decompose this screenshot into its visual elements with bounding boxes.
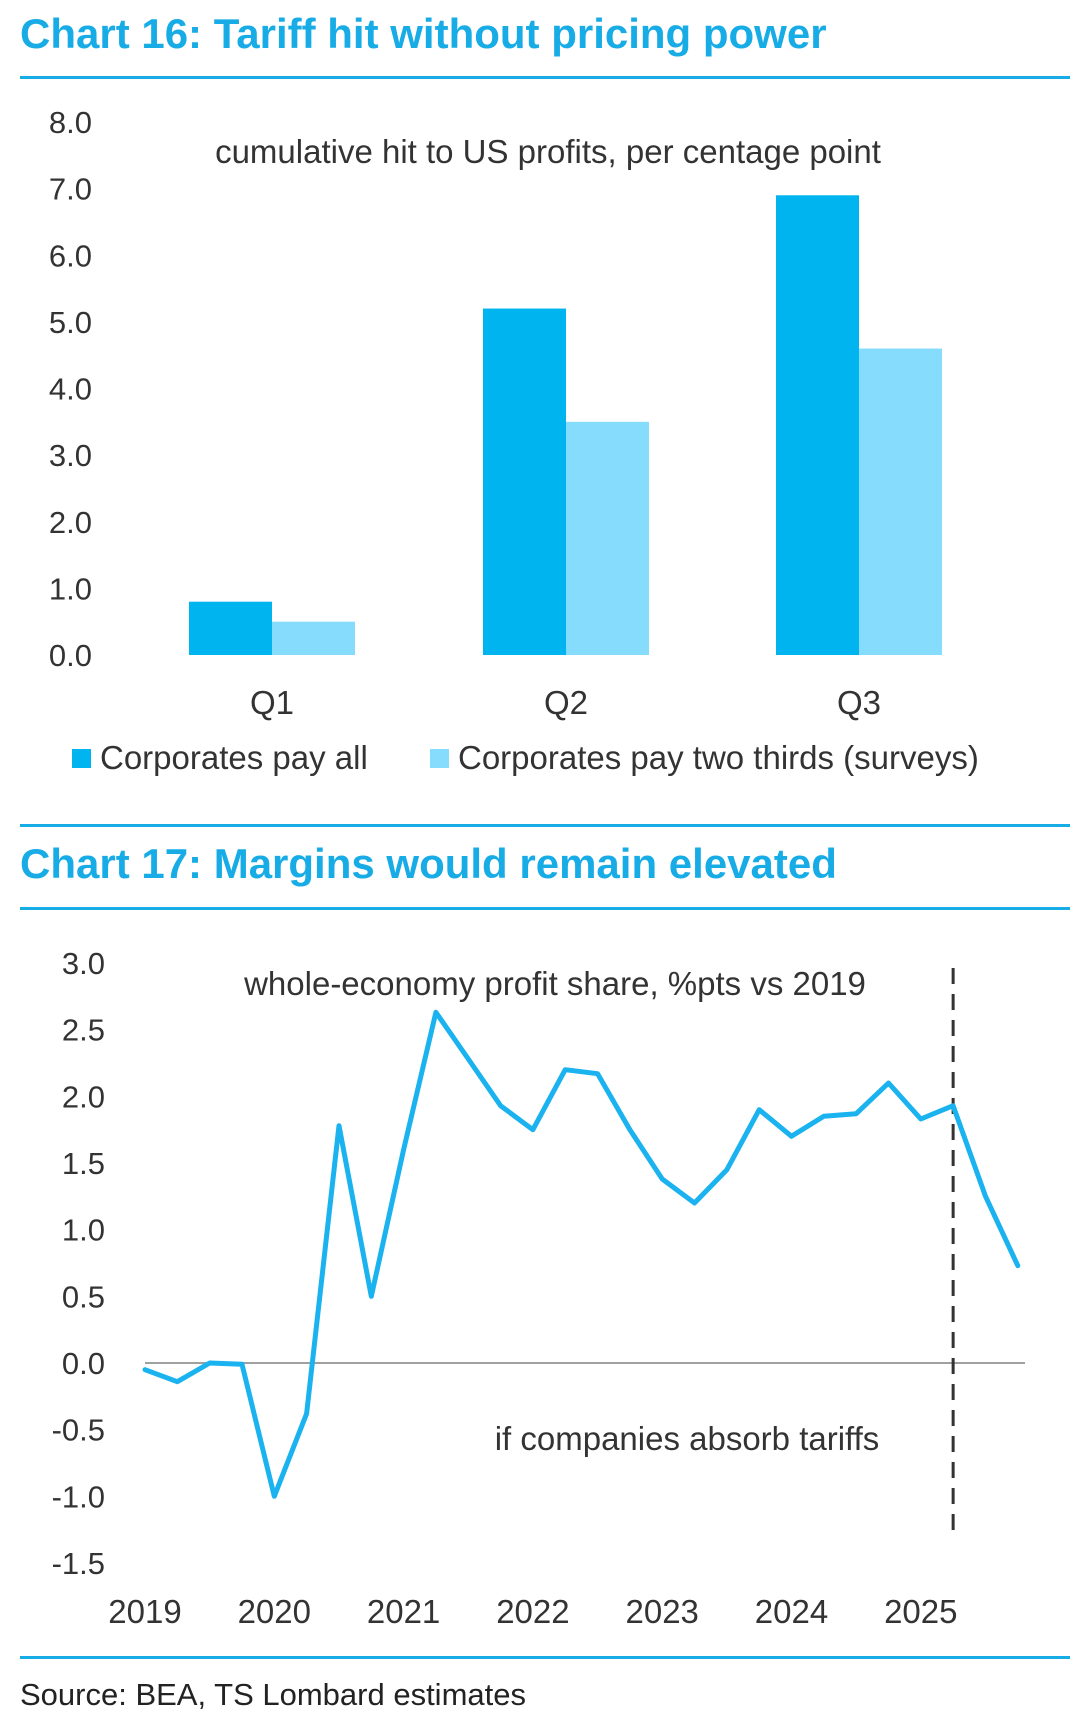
y-tick-label: 0.0 [62,1346,105,1381]
legend-swatch-2 [430,749,449,768]
y-tick-label: -0.5 [52,1413,105,1448]
chart-16-title: Chart 16: Tariff hit without pricing pow… [20,10,827,57]
y-tick-label: 2.5 [62,1013,105,1048]
x-tick-label: Q3 [837,684,881,721]
bar-q2-series-1 [483,308,566,655]
chart-subtitle: cumulative hit to US profits, per centag… [215,133,881,170]
profit-share-line [142,1009,1021,1499]
y-tick-label: 4.0 [49,372,92,407]
source-note: Source: BEA, TS Lombard estimates [20,1677,526,1712]
x-tick-label: 2022 [496,1593,569,1630]
x-tick-label: 2021 [367,1593,440,1630]
legend-label-2: Corporates pay two thirds (surveys) [458,739,979,776]
y-tick-label: 7.0 [49,172,92,207]
y-tick-label: 3.0 [62,946,105,981]
x-tick-label: 2019 [108,1593,181,1630]
bar-q1-series-1 [189,601,272,655]
bar-q1-series-2 [272,621,355,655]
y-tick-label: 6.0 [49,238,92,273]
chart-17-title: Chart 17: Margins would remain elevated [20,840,837,887]
y-tick-label: 1.5 [62,1146,105,1181]
x-tick-label: Q2 [544,684,588,721]
legend-label-1: Corporates pay all [100,739,368,776]
bar-q3-series-2 [859,348,942,655]
legend-swatch-1 [72,749,91,768]
x-tick-label: 2023 [625,1593,698,1630]
y-tick-label: 3.0 [49,438,92,473]
chart-17-title-rule [20,907,1070,910]
bar-q3-series-1 [776,195,859,655]
source-rule [20,1656,1070,1659]
chart-17-top-rule [20,824,1070,827]
chart-subtitle: whole-economy profit share, %pts vs 2019 [243,965,866,1002]
y-tick-label: 2.0 [62,1079,105,1114]
bar-q2-series-2 [566,421,649,655]
x-tick-label: 2024 [755,1593,828,1630]
y-tick-label: 0.0 [49,638,92,673]
annotation-label: if companies absorb tariffs [495,1420,880,1457]
bar-chart: 8.0 7.0 6.0 5.0 4.0 3.0 2.0 1.0 0.0 cumulative hi… [49,105,979,776]
y-tick-label: -1.0 [52,1479,105,1514]
y-tick-label: 0.5 [62,1279,105,1314]
y-tick-label: 5.0 [49,305,92,340]
y-tick-label: 2.0 [49,505,92,540]
x-tick-label: Q1 [250,684,294,721]
y-tick-label: 1.0 [49,571,92,606]
x-tick-label: 2020 [238,1593,311,1630]
y-tick-label: 8.0 [49,105,92,140]
y-tick-label: -1.5 [52,1546,105,1581]
chart-16-title-rule [20,76,1070,79]
y-tick-label: 1.0 [62,1213,105,1248]
x-tick-label: 2025 [884,1593,957,1630]
